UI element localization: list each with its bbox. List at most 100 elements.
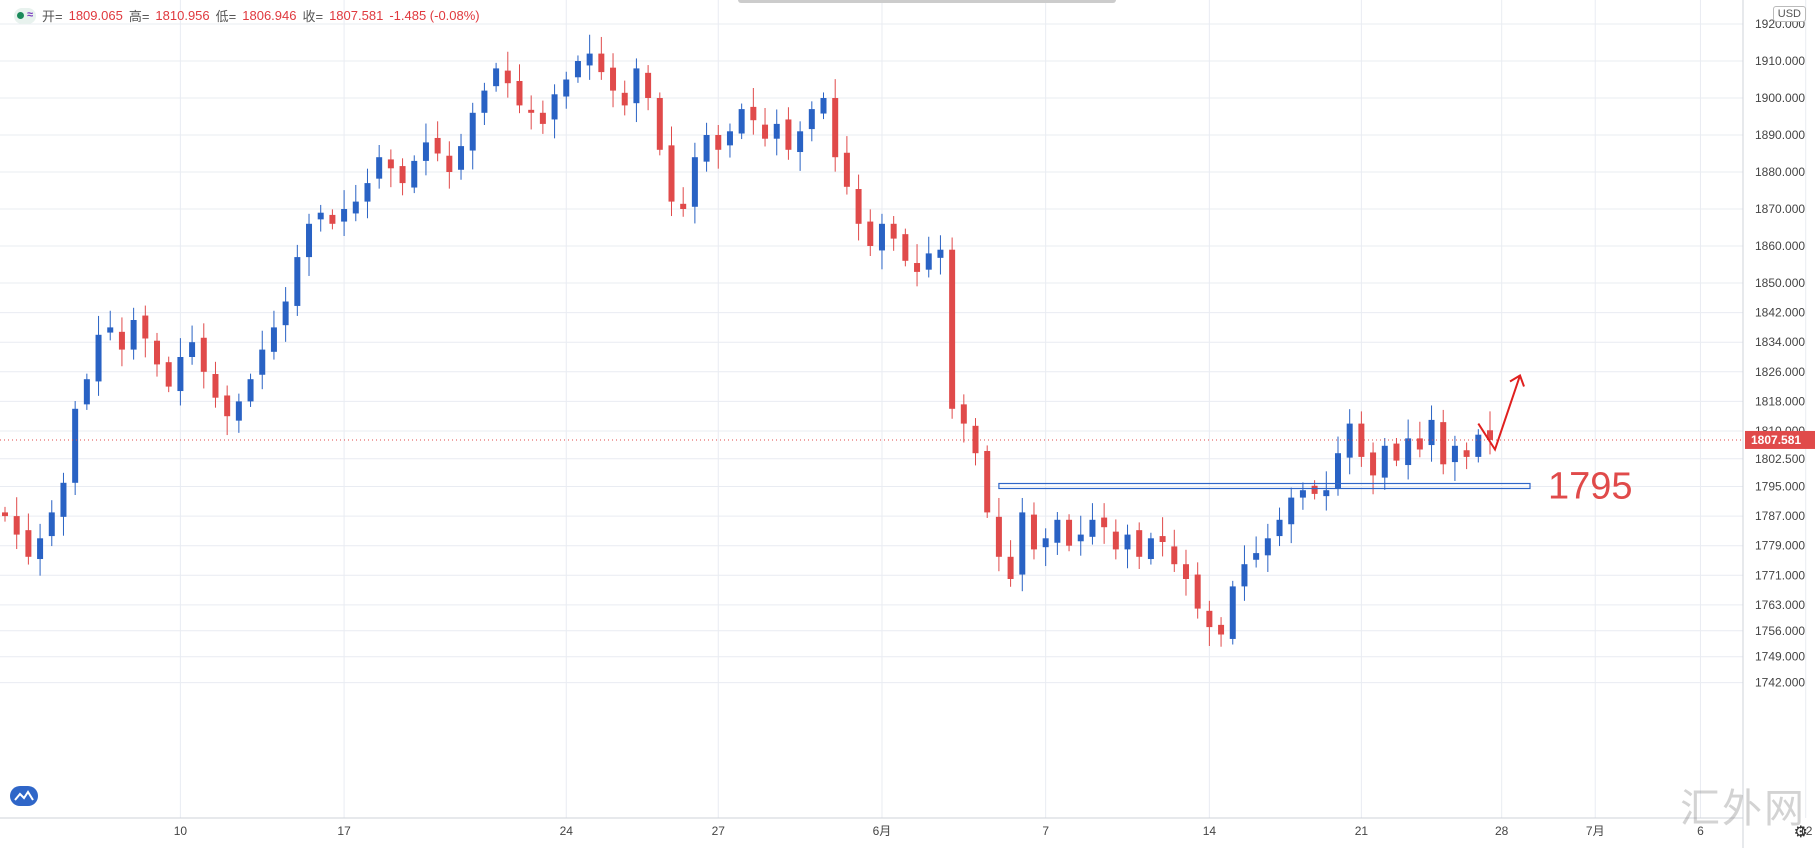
candle — [95, 315, 102, 396]
candle — [1182, 549, 1189, 596]
candle — [1253, 536, 1260, 568]
candle — [574, 55, 581, 83]
x-tick-label: 17 — [337, 824, 351, 838]
candle-body — [13, 516, 20, 535]
candle — [1194, 562, 1201, 619]
candle-body — [680, 203, 687, 209]
currency-button[interactable]: USD — [1772, 6, 1806, 22]
candle — [808, 101, 815, 142]
candle — [72, 401, 79, 496]
close-label: 收= — [302, 9, 324, 24]
candle-body — [551, 94, 558, 120]
candle-body — [1416, 438, 1423, 450]
candle — [1264, 523, 1271, 572]
y-tick-label: 1860.000 — [1755, 239, 1805, 253]
candle-body — [1054, 519, 1061, 543]
candle-body — [1077, 534, 1084, 542]
candle-body — [586, 53, 593, 66]
candle — [387, 149, 394, 188]
candle — [890, 216, 897, 251]
candle — [235, 393, 242, 433]
candle-body — [1066, 519, 1073, 546]
candle — [1346, 409, 1353, 475]
candle — [1124, 524, 1131, 569]
candle — [329, 209, 336, 230]
candle — [142, 305, 149, 358]
candle — [504, 51, 511, 98]
candle-body — [95, 334, 102, 382]
symbol-status-icon[interactable]: ≈ — [14, 7, 36, 24]
candle-body — [902, 234, 909, 261]
tradingview-logo-icon[interactable] — [10, 786, 38, 806]
candle-body — [1428, 419, 1435, 446]
y-tick-label: 1870.000 — [1755, 202, 1805, 216]
candle-body — [411, 160, 418, 188]
candle-body — [1288, 497, 1295, 525]
high-value: 1810.956 — [155, 8, 210, 23]
candle-body — [399, 166, 406, 184]
candle-body — [528, 109, 535, 113]
top-toolbar-handle[interactable] — [738, 0, 1116, 3]
candle — [37, 523, 44, 576]
candle — [750, 88, 757, 135]
y-tick-label: 1826.000 — [1755, 365, 1805, 379]
candle — [469, 102, 476, 170]
candle-body — [154, 340, 161, 365]
candle-body — [621, 92, 628, 106]
candle — [703, 122, 710, 172]
candle — [1416, 421, 1423, 458]
candle — [1171, 529, 1178, 572]
candle — [715, 125, 722, 169]
candle — [551, 84, 558, 139]
x-tick-label: 6 — [1697, 824, 1704, 838]
candle — [925, 236, 932, 278]
candle-body — [1019, 512, 1026, 575]
candle — [995, 497, 1002, 572]
candle — [13, 497, 20, 550]
candle — [1276, 507, 1283, 547]
candle — [1358, 411, 1365, 467]
x-tick-label: 6月 — [873, 824, 892, 838]
candle — [118, 317, 125, 367]
x-tick-label: 28 — [1495, 824, 1509, 838]
candle-body — [1206, 610, 1213, 628]
candle — [610, 53, 617, 108]
candle-body — [750, 106, 757, 121]
candle — [1381, 438, 1388, 490]
candle-body — [469, 112, 476, 151]
candle-body — [937, 249, 944, 258]
candle — [130, 307, 137, 360]
y-tick-label: 1771.000 — [1755, 568, 1805, 582]
candle-body — [610, 67, 617, 91]
candle — [878, 213, 885, 270]
candle — [738, 103, 745, 140]
candle — [563, 71, 570, 109]
candle-body — [1358, 423, 1365, 457]
candle-body — [1370, 452, 1377, 476]
candle-body — [1451, 445, 1458, 463]
candle-body — [294, 257, 301, 306]
y-tick-label: 1763.000 — [1755, 598, 1805, 612]
candle-body — [48, 512, 55, 537]
candle-body — [317, 212, 324, 220]
candle-body — [1253, 553, 1260, 560]
candle — [1136, 522, 1143, 570]
x-tick-label: 7月 — [1586, 824, 1605, 838]
candle-body — [1405, 438, 1412, 466]
candle — [282, 287, 289, 342]
low-value: 1806.946 — [242, 8, 297, 23]
candle-body — [1334, 453, 1341, 488]
close-value: 1807.581 — [329, 8, 384, 23]
candle-body — [645, 72, 652, 98]
candle-body — [668, 145, 675, 202]
candle-body — [1089, 519, 1096, 537]
gear-icon[interactable]: ⚙ — [1793, 824, 1808, 841]
candle-body — [785, 119, 792, 150]
candle — [1101, 503, 1108, 544]
candle — [341, 190, 348, 237]
candle-body — [1171, 546, 1178, 565]
candle — [1147, 532, 1154, 565]
candle — [633, 58, 640, 123]
